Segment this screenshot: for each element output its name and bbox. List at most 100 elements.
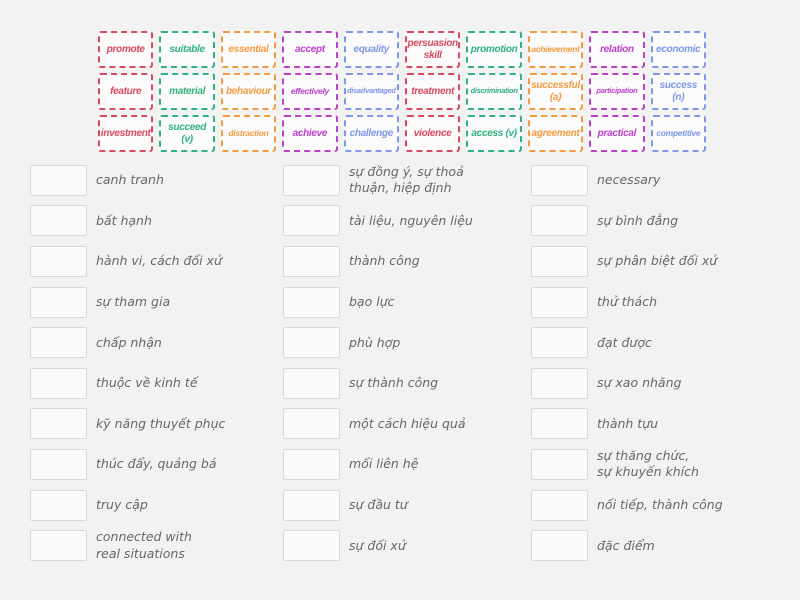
definition-text: hành vi, cách đối xử bbox=[96, 253, 222, 269]
answer-drop-zone[interactable] bbox=[283, 327, 340, 359]
answer-drop-zone[interactable] bbox=[30, 327, 87, 359]
definition-text: connected with real situations bbox=[96, 529, 192, 561]
definition-text: sự đối xử bbox=[349, 537, 406, 553]
word-card[interactable]: distraction bbox=[220, 115, 277, 152]
word-card[interactable]: essential bbox=[220, 31, 277, 68]
answer-drop-zone[interactable] bbox=[531, 408, 588, 440]
word-card[interactable]: disadvantaged bbox=[343, 73, 399, 110]
word-card[interactable]: competitive bbox=[650, 115, 706, 152]
match-row: sự xao nhãng bbox=[531, 363, 776, 404]
answer-drop-zone[interactable] bbox=[30, 408, 87, 440]
match-row: chấp nhận bbox=[30, 322, 275, 363]
match-row: sự đầu tư bbox=[283, 485, 528, 526]
answer-drop-zone[interactable] bbox=[30, 286, 87, 318]
answer-drop-zone[interactable] bbox=[531, 367, 588, 399]
word-card[interactable]: treatment bbox=[405, 73, 461, 110]
definition-text: sự đồng ý, sự thoả thuận, hiệp định bbox=[349, 164, 464, 196]
match-row: thúc đẩy, quảng bá bbox=[30, 444, 275, 485]
definition-text: sự đầu tư bbox=[349, 496, 408, 512]
word-card[interactable]: effectively bbox=[282, 73, 338, 110]
word-card[interactable]: discrimination bbox=[466, 73, 522, 110]
match-row: thành tựu bbox=[531, 404, 776, 445]
answer-drop-zone[interactable] bbox=[531, 530, 588, 562]
answer-drop-zone[interactable] bbox=[531, 489, 588, 521]
word-card[interactable]: equality bbox=[343, 31, 399, 68]
match-row: bạo lực bbox=[283, 282, 528, 323]
word-card[interactable]: economic bbox=[650, 31, 706, 68]
word-card[interactable]: access (v) bbox=[466, 115, 522, 152]
match-row: sự thành công bbox=[283, 363, 528, 404]
definition-text: thúc đẩy, quảng bá bbox=[96, 456, 217, 472]
answer-drop-zone[interactable] bbox=[30, 448, 87, 480]
definition-text: thành công bbox=[349, 253, 420, 269]
word-card[interactable]: accept bbox=[282, 31, 338, 68]
word-card[interactable]: achieve bbox=[282, 115, 338, 152]
match-row: thử thách bbox=[531, 282, 776, 323]
answer-drop-zone[interactable] bbox=[531, 448, 588, 480]
answer-drop-zone[interactable] bbox=[531, 327, 588, 359]
match-row: sự bình đẳng bbox=[531, 201, 776, 242]
definition-text: thử thách bbox=[597, 293, 657, 309]
answer-drop-zone[interactable] bbox=[30, 245, 87, 277]
answer-drop-zone[interactable] bbox=[30, 489, 87, 521]
answer-drop-zone[interactable] bbox=[531, 286, 588, 318]
definition-text: mối liên hệ bbox=[349, 456, 419, 472]
match-row: sự thăng chức, sự khuyến khích bbox=[531, 444, 776, 485]
answer-drop-zone[interactable] bbox=[283, 489, 340, 521]
definition-text: nối tiếp, thành công bbox=[597, 496, 723, 512]
match-row: đặc điểm bbox=[531, 525, 776, 566]
match-row: thuộc về kinh tế bbox=[30, 363, 275, 404]
answer-drop-zone[interactable] bbox=[283, 245, 340, 277]
match-row: mối liên hệ bbox=[283, 444, 528, 485]
word-card[interactable]: feature bbox=[98, 73, 154, 110]
word-card[interactable]: success (n) bbox=[650, 73, 706, 110]
answer-drop-zone[interactable] bbox=[30, 367, 87, 399]
word-card[interactable]: relation bbox=[589, 31, 645, 68]
word-card[interactable]: achievement bbox=[527, 31, 584, 68]
word-card[interactable]: practical bbox=[589, 115, 645, 152]
answer-drop-zone[interactable] bbox=[283, 408, 340, 440]
word-card[interactable]: succeed (v) bbox=[159, 115, 215, 152]
definition-text: tài liệu, nguyên liệu bbox=[349, 212, 473, 228]
match-row: sự đồng ý, sự thoả thuận, hiệp định bbox=[283, 160, 528, 201]
definition-text: sự thăng chức, sự khuyến khích bbox=[597, 448, 699, 480]
word-card[interactable]: investment bbox=[98, 115, 154, 152]
answer-drop-zone[interactable] bbox=[30, 205, 87, 237]
answer-drop-zone[interactable] bbox=[283, 448, 340, 480]
answer-drop-zone[interactable] bbox=[283, 530, 340, 562]
word-card[interactable]: behaviour bbox=[220, 73, 277, 110]
match-row: nối tiếp, thành công bbox=[531, 485, 776, 526]
answer-drop-zone[interactable] bbox=[531, 245, 588, 277]
word-card[interactable]: material bbox=[159, 73, 215, 110]
match-row: connected with real situations bbox=[30, 525, 275, 566]
definition-text: chấp nhận bbox=[96, 334, 162, 350]
word-card[interactable]: challenge bbox=[343, 115, 399, 152]
definition-text: một cách hiệu quả bbox=[349, 415, 466, 431]
definition-text: sự phân biệt đối xử bbox=[597, 253, 718, 269]
word-card[interactable]: violence bbox=[405, 115, 461, 152]
definition-text: đạt được bbox=[597, 334, 652, 350]
answer-drop-zone[interactable] bbox=[283, 367, 340, 399]
answer-drop-zone[interactable] bbox=[30, 530, 87, 562]
match-row: tài liệu, nguyên liệu bbox=[283, 201, 528, 242]
word-card[interactable]: promotion bbox=[466, 31, 522, 68]
answer-drop-zone[interactable] bbox=[531, 205, 588, 237]
answer-drop-zone[interactable] bbox=[30, 164, 87, 196]
match-row: sự đối xử bbox=[283, 525, 528, 566]
definition-text: thuộc về kinh tế bbox=[96, 375, 198, 391]
match-row: canh tranh bbox=[30, 160, 275, 201]
word-card[interactable]: agreement bbox=[527, 115, 584, 152]
word-card[interactable]: suitable bbox=[159, 31, 215, 68]
word-card[interactable]: successful (a) bbox=[527, 73, 584, 110]
word-card[interactable]: promote bbox=[98, 31, 154, 68]
answer-drop-zone[interactable] bbox=[283, 205, 340, 237]
match-row: thành công bbox=[283, 241, 528, 282]
answer-drop-zone[interactable] bbox=[531, 164, 588, 196]
word-card[interactable]: participation bbox=[589, 73, 645, 110]
definition-text: thành tựu bbox=[597, 415, 659, 431]
answer-drop-zone[interactable] bbox=[283, 286, 340, 318]
definition-column: necessary sự bình đẳng sự phân biệt đối xử… bbox=[531, 160, 776, 566]
word-card[interactable]: persuasion skill bbox=[405, 31, 461, 68]
answer-drop-zone[interactable] bbox=[283, 164, 340, 196]
definition-text: necessary bbox=[597, 172, 661, 188]
